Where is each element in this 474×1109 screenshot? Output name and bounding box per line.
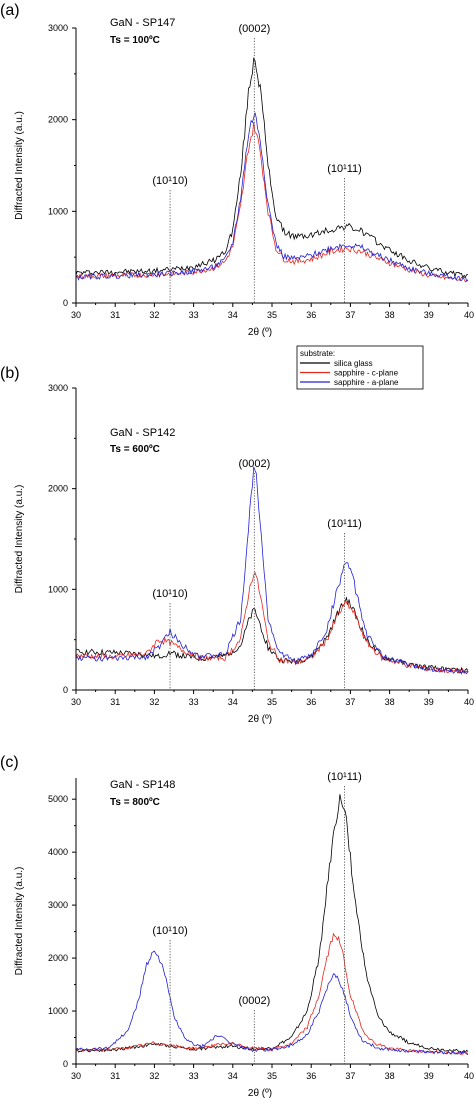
series-line-sapphire-c-plane (75, 571, 469, 676)
x-tick-label: 34 (228, 697, 238, 707)
series-line-silica-glass (75, 794, 469, 1054)
x-tick-label: 37 (345, 310, 355, 320)
x-tick-label: 33 (189, 310, 199, 320)
x-axis-label: 2θ (º) (248, 714, 272, 725)
x-tick-label: 40 (464, 697, 474, 707)
legend-entry: sapphire - c-plane (334, 369, 399, 378)
x-tick-label: 38 (385, 310, 395, 320)
chart-panel-1: (a) (10¹10) (0002) (10¹11) 30 31 32 33 34 35 36 37 3… (0, 2, 474, 338)
peak-label: (0002) (238, 23, 270, 35)
peak-label: (10¹10) (152, 588, 187, 600)
y-tick-label: 1000 (48, 206, 68, 216)
x-tick-label: 30 (71, 697, 81, 707)
x-tick-label: 32 (149, 697, 159, 707)
x-tick-label: 35 (267, 310, 277, 320)
panel-letter: (b) (0, 365, 20, 382)
peak-label: (10¹10) (152, 925, 187, 937)
y-tick-label: 0 (63, 685, 68, 695)
series-line-sapphire-c-plane (75, 932, 469, 1055)
legend-entry: sapphire - a-plane (334, 378, 399, 387)
chart-panel-2: (b) (10¹10) (0002) (10¹11) 30 31 32 33 34 35 36 37 3… (0, 365, 474, 725)
x-tick-label: 39 (424, 1071, 434, 1081)
x-tick-label: 40 (464, 1071, 474, 1081)
y-axis-label: Diffracted Intensity (a.u.) (14, 111, 25, 220)
peak-label: (10¹10) (152, 175, 187, 187)
y-tick-label: 3000 (48, 383, 68, 393)
x-tick-label: 36 (306, 310, 316, 320)
sample-name: GaN - SP147 (110, 17, 175, 29)
x-tick-label: 36 (306, 697, 316, 707)
y-axis-label: Diffracted Intensity (a.u.) (14, 867, 25, 976)
x-tick-label: 31 (110, 1071, 120, 1081)
peak-label: (10¹11) (327, 771, 362, 783)
x-tick-label: 33 (189, 697, 199, 707)
y-tick-label: 1000 (48, 584, 68, 594)
x-tick-label: 31 (110, 310, 120, 320)
x-tick-label: 31 (110, 697, 120, 707)
x-tick-label: 38 (385, 1071, 395, 1081)
x-tick-label: 33 (189, 1071, 199, 1081)
legend-entry: silica glass (334, 359, 373, 368)
series-line-sapphire-a-plane (75, 466, 469, 675)
y-tick-label: 2000 (48, 953, 68, 963)
x-tick-label: 39 (424, 697, 434, 707)
peak-label: (10¹11) (327, 518, 362, 530)
deposition-temperature: Ts = 100ºC (110, 35, 160, 46)
series-line-silica-glass (75, 57, 469, 279)
x-tick-label: 36 (306, 1071, 316, 1081)
y-tick-label: 4000 (48, 847, 68, 857)
sample-name: GaN - SP142 (110, 427, 175, 439)
deposition-temperature: Ts = 600ºC (110, 444, 160, 455)
legend-title: substrate: (300, 349, 335, 358)
y-tick-label: 3000 (48, 900, 68, 910)
deposition-temperature: Ts = 800ºC (110, 797, 160, 808)
peak-label: (10¹11) (327, 163, 362, 175)
panel-letter: (c) (0, 754, 19, 771)
y-tick-label: 5000 (48, 794, 68, 804)
series-line-sapphire-a-plane (75, 950, 469, 1056)
y-tick-label: 3000 (48, 23, 68, 33)
y-tick-label: 0 (63, 298, 68, 308)
x-tick-label: 30 (71, 310, 81, 320)
x-axis-label: 2θ (º) (248, 327, 272, 338)
x-tick-label: 35 (267, 697, 277, 707)
x-tick-label: 34 (228, 1071, 238, 1081)
panel-letter: (a) (0, 2, 20, 19)
y-tick-label: 2000 (48, 484, 68, 494)
x-tick-label: 37 (345, 697, 355, 707)
x-tick-label: 38 (385, 697, 395, 707)
series-line-sapphire-c-plane (75, 122, 469, 283)
sample-name: GaN - SP148 (110, 779, 175, 791)
peak-label: (0002) (238, 995, 270, 1007)
y-tick-label: 0 (63, 1059, 68, 1069)
peak-label: (0002) (238, 458, 270, 470)
series-line-sapphire-a-plane (75, 112, 469, 282)
y-axis-label: Diffracted Intensity (a.u.) (14, 485, 25, 594)
chart-panel-3: (c) (10¹10) (0002) (10¹11) 30 31 32 33 34 35 36 37 3… (0, 754, 474, 1099)
x-tick-label: 37 (345, 1071, 355, 1081)
x-tick-label: 32 (149, 310, 159, 320)
x-tick-label: 34 (228, 310, 238, 320)
series-line-silica-glass (75, 596, 469, 674)
x-axis-label: 2θ (º) (248, 1088, 272, 1099)
y-tick-label: 2000 (48, 115, 68, 125)
x-tick-label: 39 (424, 310, 434, 320)
y-tick-label: 1000 (48, 1006, 68, 1016)
x-tick-label: 32 (149, 1071, 159, 1081)
x-tick-label: 35 (267, 1071, 277, 1081)
x-tick-label: 40 (464, 310, 474, 320)
x-tick-label: 30 (71, 1071, 81, 1081)
